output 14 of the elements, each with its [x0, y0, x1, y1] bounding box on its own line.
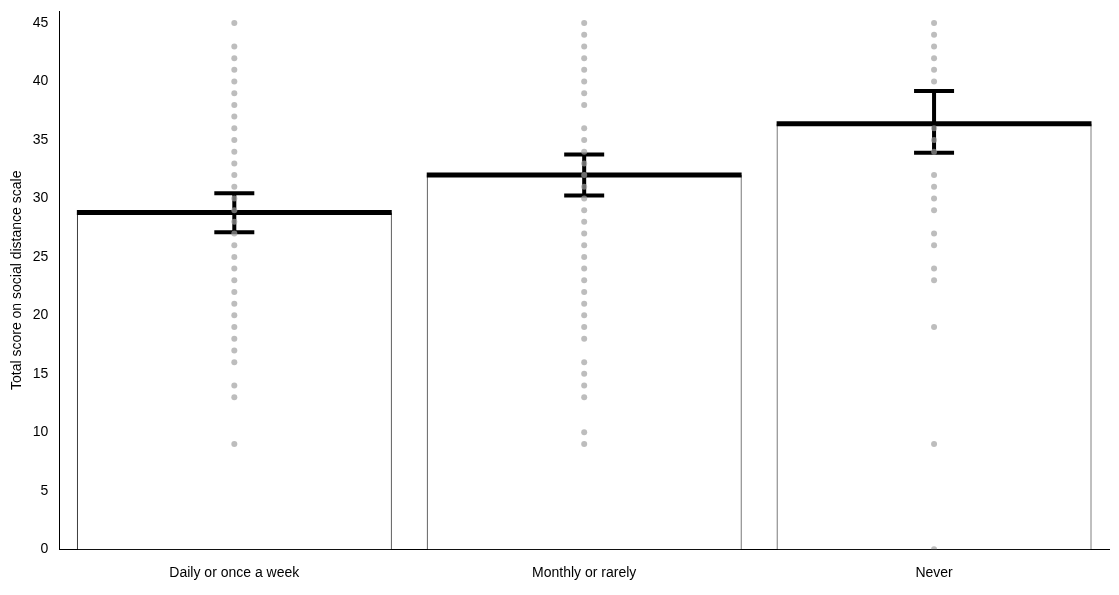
y-tick-label: 20 [32, 306, 49, 323]
x-tick-label: Never [915, 564, 954, 581]
y-tick-label: 10 [32, 423, 49, 440]
y-tick-label: 45 [32, 13, 49, 30]
y-tick-label: 15 [32, 364, 49, 381]
y-tick-label: 5 [40, 481, 49, 498]
y-tick-label: 25 [32, 247, 49, 264]
y-axis-title: Total score on social distance scale [8, 170, 25, 391]
x-tick-label: Daily or once a week [169, 564, 301, 581]
y-tick-label: 0 [40, 540, 49, 557]
x-tick-label: Monthly or rarely [532, 564, 637, 581]
y-tick-label: 30 [32, 189, 49, 206]
y-tick-label: 35 [32, 130, 49, 147]
y-tick-label: 40 [32, 72, 49, 89]
